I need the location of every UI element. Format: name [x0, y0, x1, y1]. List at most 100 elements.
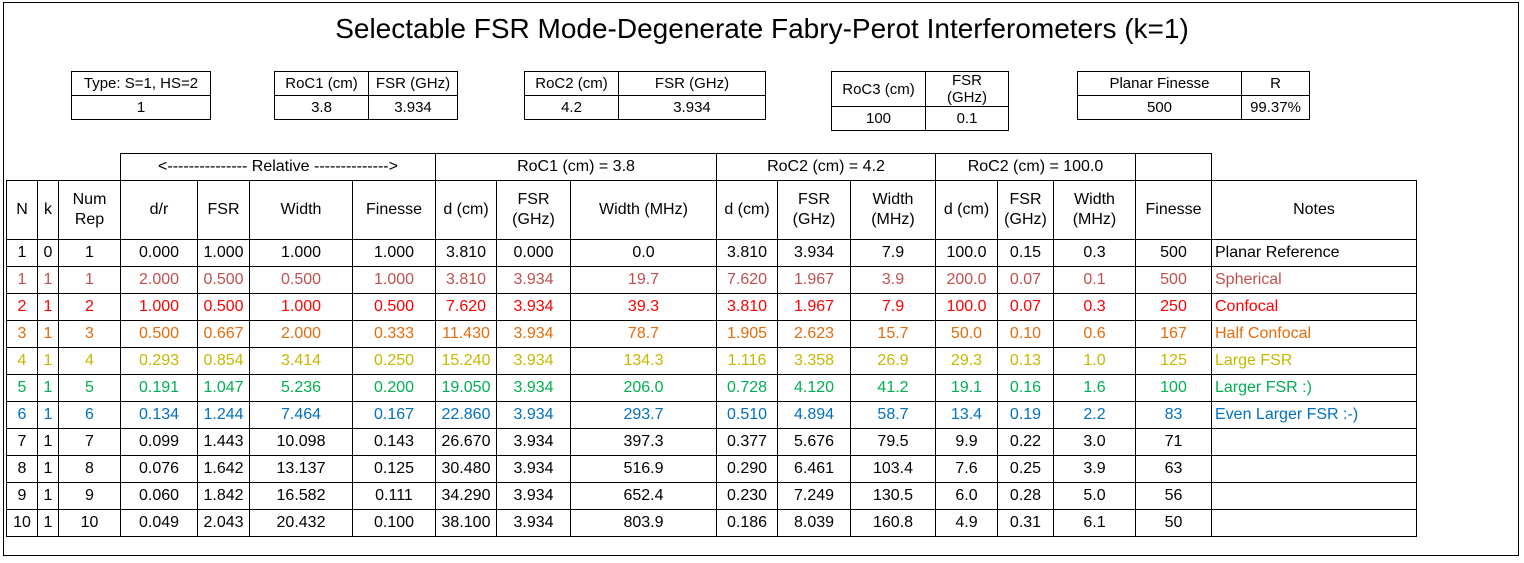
table-cell[interactable]: 10 [6, 509, 38, 537]
table-cell[interactable]: 3.934 [496, 401, 571, 429]
table-cell[interactable]: 130.5 [850, 482, 936, 510]
param-value[interactable]: 3.934 [618, 95, 766, 120]
table-cell[interactable]: 3.810 [716, 239, 778, 267]
table-cell[interactable]: 1 [37, 293, 59, 321]
table-cell[interactable]: 4.894 [777, 401, 851, 429]
table-cell[interactable]: 0.134 [120, 401, 198, 429]
table-cell[interactable]: 0.167 [352, 401, 436, 429]
table-cell[interactable]: 50.0 [935, 320, 998, 348]
table-cell[interactable]: 19.050 [435, 374, 497, 402]
table-cell[interactable]: 397.3 [570, 428, 717, 456]
table-cell[interactable]: 6.461 [777, 455, 851, 483]
table-cell[interactable]: 41.2 [850, 374, 936, 402]
table-cell[interactable]: 0.000 [496, 239, 571, 267]
table-cell[interactable]: 103.4 [850, 455, 936, 483]
table-cell[interactable]: 100 [1135, 374, 1212, 402]
table-cell[interactable]: 167 [1135, 320, 1212, 348]
table-cell[interactable]: 0.6 [1053, 320, 1136, 348]
table-cell[interactable]: 4.120 [777, 374, 851, 402]
table-cell[interactable]: 0.111 [352, 482, 436, 510]
table-cell[interactable]: 0.07 [997, 266, 1054, 294]
table-cell[interactable]: 3.0 [1053, 428, 1136, 456]
table-cell[interactable]: 1 [37, 266, 59, 294]
table-cell[interactable]: 2.623 [777, 320, 851, 348]
table-cell[interactable]: 5.676 [777, 428, 851, 456]
notes-cell[interactable] [1211, 455, 1417, 483]
table-cell[interactable]: 3.934 [496, 455, 571, 483]
table-cell[interactable]: 3.810 [716, 293, 778, 321]
table-cell[interactable]: 1.6 [1053, 374, 1136, 402]
table-cell[interactable]: 0.293 [120, 347, 198, 375]
table-cell[interactable]: 0.13 [997, 347, 1054, 375]
table-cell[interactable]: 58.7 [850, 401, 936, 429]
table-cell[interactable]: 1.842 [197, 482, 250, 510]
table-cell[interactable]: 3.934 [496, 374, 571, 402]
table-cell[interactable]: 22.860 [435, 401, 497, 429]
table-cell[interactable]: 63 [1135, 455, 1212, 483]
notes-cell[interactable]: Large FSR [1211, 347, 1417, 375]
table-cell[interactable]: 0.3 [1053, 293, 1136, 321]
notes-cell[interactable]: Half Confocal [1211, 320, 1417, 348]
table-cell[interactable]: 206.0 [570, 374, 717, 402]
table-cell[interactable]: 0.500 [352, 293, 436, 321]
table-cell[interactable]: 1.116 [716, 347, 778, 375]
table-cell[interactable]: 1.000 [249, 239, 353, 267]
table-cell[interactable]: 7 [58, 428, 121, 456]
param-value[interactable]: 3.8 [274, 95, 369, 120]
table-cell[interactable]: 1 [6, 266, 38, 294]
table-cell[interactable]: 5.0 [1053, 482, 1136, 510]
table-cell[interactable]: 3.934 [496, 428, 571, 456]
table-cell[interactable]: 1 [58, 239, 121, 267]
table-cell[interactable]: 6.0 [935, 482, 998, 510]
table-cell[interactable]: 15.7 [850, 320, 936, 348]
notes-cell[interactable]: Confocal [1211, 293, 1417, 321]
table-cell[interactable]: 79.5 [850, 428, 936, 456]
notes-cell[interactable] [1211, 509, 1417, 537]
table-cell[interactable]: 0.290 [716, 455, 778, 483]
table-cell[interactable]: 516.9 [570, 455, 717, 483]
table-cell[interactable]: 4 [58, 347, 121, 375]
table-cell[interactable]: 0.500 [120, 320, 198, 348]
table-cell[interactable]: 3.810 [435, 266, 497, 294]
table-cell[interactable]: 0.3 [1053, 239, 1136, 267]
table-cell[interactable]: 3.934 [496, 320, 571, 348]
table-cell[interactable]: 0.16 [997, 374, 1054, 402]
table-cell[interactable]: 13.137 [249, 455, 353, 483]
table-cell[interactable]: 0 [37, 239, 59, 267]
table-cell[interactable]: 7.9 [850, 293, 936, 321]
table-cell[interactable]: 10.098 [249, 428, 353, 456]
param-value[interactable]: 0.1 [925, 106, 1009, 131]
table-cell[interactable]: 7.620 [435, 293, 497, 321]
table-cell[interactable]: 3 [58, 320, 121, 348]
table-cell[interactable]: 652.4 [570, 482, 717, 510]
table-cell[interactable]: 0.10 [997, 320, 1054, 348]
table-cell[interactable]: 9 [58, 482, 121, 510]
table-cell[interactable]: 1 [37, 455, 59, 483]
table-cell[interactable]: 0.099 [120, 428, 198, 456]
table-cell[interactable]: 30.480 [435, 455, 497, 483]
table-cell[interactable]: 0.1 [1053, 266, 1136, 294]
param-value[interactable]: 500 [1077, 95, 1242, 120]
table-cell[interactable]: 0.0 [570, 239, 717, 267]
table-cell[interactable]: 0.143 [352, 428, 436, 456]
table-cell[interactable]: 5.236 [249, 374, 353, 402]
table-cell[interactable]: 0.125 [352, 455, 436, 483]
table-cell[interactable]: 2.000 [249, 320, 353, 348]
table-cell[interactable]: 56 [1135, 482, 1212, 510]
table-cell[interactable]: 3 [6, 320, 38, 348]
table-cell[interactable]: 0.22 [997, 428, 1054, 456]
table-cell[interactable]: 29.3 [935, 347, 998, 375]
notes-cell[interactable]: Planar Reference [1211, 239, 1417, 267]
table-cell[interactable]: 1 [37, 509, 59, 537]
notes-cell[interactable]: Spherical [1211, 266, 1417, 294]
table-cell[interactable]: 125 [1135, 347, 1212, 375]
table-cell[interactable]: 7.620 [716, 266, 778, 294]
table-cell[interactable]: 71 [1135, 428, 1212, 456]
table-cell[interactable]: 11.430 [435, 320, 497, 348]
table-cell[interactable]: 39.3 [570, 293, 717, 321]
param-value[interactable]: 3.934 [368, 95, 458, 120]
table-cell[interactable]: 3.934 [496, 482, 571, 510]
table-cell[interactable]: 1.000 [197, 239, 250, 267]
table-cell[interactable]: 10 [58, 509, 121, 537]
table-cell[interactable]: 7.6 [935, 455, 998, 483]
